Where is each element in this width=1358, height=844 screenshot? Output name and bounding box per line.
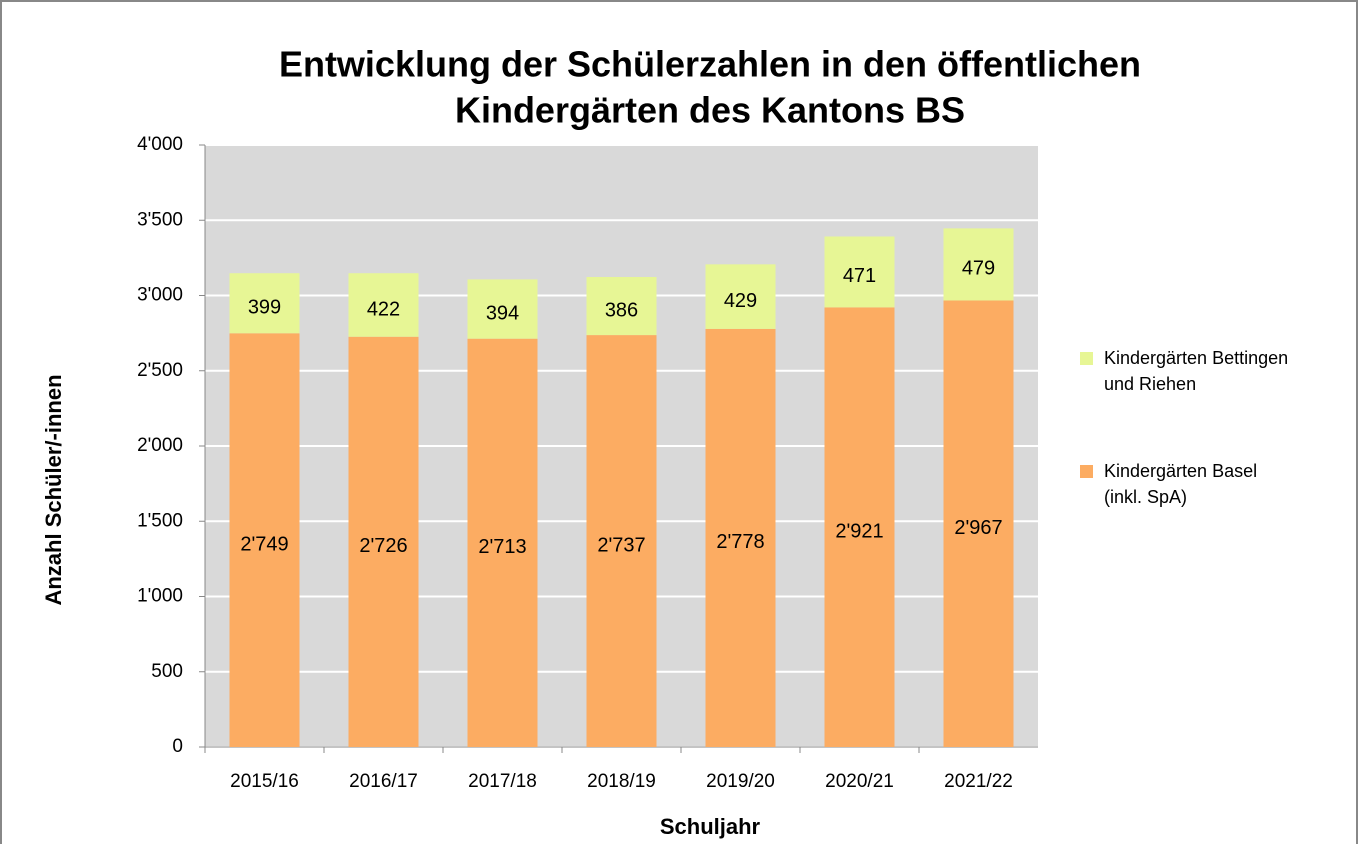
data-label: 429 — [724, 290, 757, 312]
y-tick-label: 1'500 — [137, 510, 183, 531]
bar-segment — [824, 307, 895, 747]
x-tick-label: 2017/18 — [468, 771, 537, 792]
y-tick-label: 2'500 — [137, 360, 183, 381]
legend-entry: Kindergärten Bettingen und Riehen — [1080, 345, 1293, 397]
legend-entry: Kindergärten Basel (inkl. SpA) — [1080, 458, 1293, 510]
data-label: 479 — [962, 258, 995, 280]
y-tick-label: 2'000 — [137, 435, 183, 456]
data-label: 386 — [605, 299, 638, 321]
x-axis-title: Schuljahr — [660, 814, 761, 839]
data-label: 2'921 — [835, 520, 883, 542]
x-tick-label: 2019/20 — [706, 771, 775, 792]
bar-segment — [348, 336, 419, 747]
data-label: 399 — [248, 297, 281, 319]
chart-title: Kindergärten des Kantons BS — [455, 90, 965, 131]
bar-segment — [229, 273, 300, 334]
data-label: 2'726 — [359, 535, 407, 557]
legend-label: Kindergärten Bettingen und Riehen — [1104, 348, 1289, 394]
bar-segment — [943, 300, 1014, 747]
bar-segment — [705, 328, 776, 747]
y-axis-title: Anzahl Schüler/-innen — [41, 374, 66, 605]
bar-segment — [824, 236, 895, 308]
bar-segment — [586, 335, 657, 747]
bar-segment — [229, 333, 300, 747]
x-tick-label: 2018/19 — [587, 771, 656, 792]
x-tick-label: 2016/17 — [349, 771, 418, 792]
bar-segment — [943, 228, 1014, 301]
legend-label: Kindergärten Basel (inkl. SpA) — [1104, 461, 1258, 507]
bar-segment — [348, 273, 419, 337]
y-tick-label: 4'000 — [137, 134, 183, 155]
y-tick-label: 500 — [151, 661, 183, 682]
data-label: 2'967 — [954, 517, 1002, 539]
bar-segment — [467, 338, 538, 747]
y-tick-label: 0 — [172, 736, 183, 757]
data-label: 2'737 — [597, 534, 645, 556]
y-tick-label: 3'500 — [137, 209, 183, 230]
bar-segment — [467, 279, 538, 339]
chart-title: Entwicklung der Schülerzahlen in den öff… — [279, 44, 1141, 85]
legend-swatch — [1080, 465, 1093, 478]
x-tick-label: 2020/21 — [825, 771, 894, 792]
bar-segment — [586, 276, 657, 336]
data-label: 394 — [486, 302, 519, 324]
data-label: 2'713 — [478, 536, 526, 558]
data-label: 2'749 — [240, 533, 288, 555]
x-tick-label: 2021/22 — [944, 771, 1013, 792]
x-tick-label: 2015/16 — [230, 771, 299, 792]
data-label: 471 — [843, 265, 876, 287]
data-label: 2'778 — [716, 531, 764, 553]
y-tick-label: 3'000 — [137, 285, 183, 306]
data-label: 422 — [367, 298, 400, 320]
legend-swatch — [1080, 352, 1093, 365]
y-tick-label: 1'000 — [137, 586, 183, 607]
bar-segment — [705, 264, 776, 329]
